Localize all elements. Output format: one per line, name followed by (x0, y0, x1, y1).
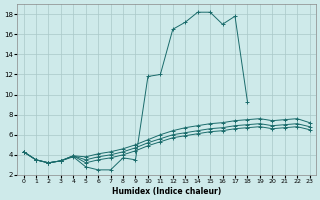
X-axis label: Humidex (Indice chaleur): Humidex (Indice chaleur) (112, 187, 221, 196)
